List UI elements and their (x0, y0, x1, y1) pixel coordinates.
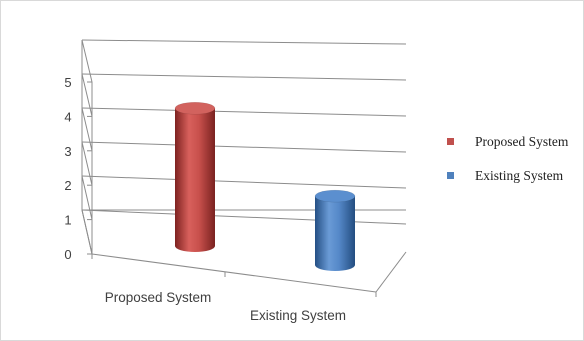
legend-label: Existing System (475, 168, 564, 183)
gridlines (81, 39, 407, 255)
y-tick-label: 2 (64, 178, 71, 193)
y-axis: 0 1 2 3 4 5 (64, 75, 93, 262)
gridline-left-wall (81, 209, 93, 255)
y-tick-label: 0 (64, 247, 71, 262)
chart-walls (81, 40, 407, 293)
x-category-label: Existing System (250, 308, 346, 323)
x-category-label: Proposed System (105, 290, 212, 305)
legend-label: Proposed System (475, 134, 569, 149)
legend-swatch (447, 172, 454, 179)
cylinder-top (314, 189, 356, 203)
gridline-left-wall (81, 175, 93, 220)
bar-existing-system (314, 189, 356, 271)
gridline (81, 73, 407, 81)
gridline-left-wall (81, 73, 93, 117)
floor-right-edge (375, 251, 407, 293)
bar-proposed-system (174, 102, 216, 253)
gridline-left-wall (81, 39, 93, 83)
cylinder-body (175, 108, 215, 253)
x-axis: Proposed System Existing System (91, 254, 377, 323)
gridline (81, 107, 407, 117)
gridline (81, 175, 407, 189)
gridline (81, 141, 407, 153)
legend-swatch (447, 138, 454, 145)
gridline (81, 39, 407, 45)
gridline-left-wall (81, 107, 93, 151)
y-tick-label: 5 (64, 75, 71, 90)
cylinder-body (315, 196, 355, 271)
gridline-left-wall (81, 141, 93, 186)
floor-front-edge (91, 253, 377, 293)
y-tick-label: 3 (64, 144, 71, 159)
gridline (81, 209, 407, 225)
y-tick-label: 4 (64, 109, 71, 124)
y-tick-label: 1 (64, 213, 71, 228)
cylinder-top (174, 102, 216, 115)
legend: Proposed System Existing System (447, 134, 569, 183)
bars (174, 102, 356, 271)
